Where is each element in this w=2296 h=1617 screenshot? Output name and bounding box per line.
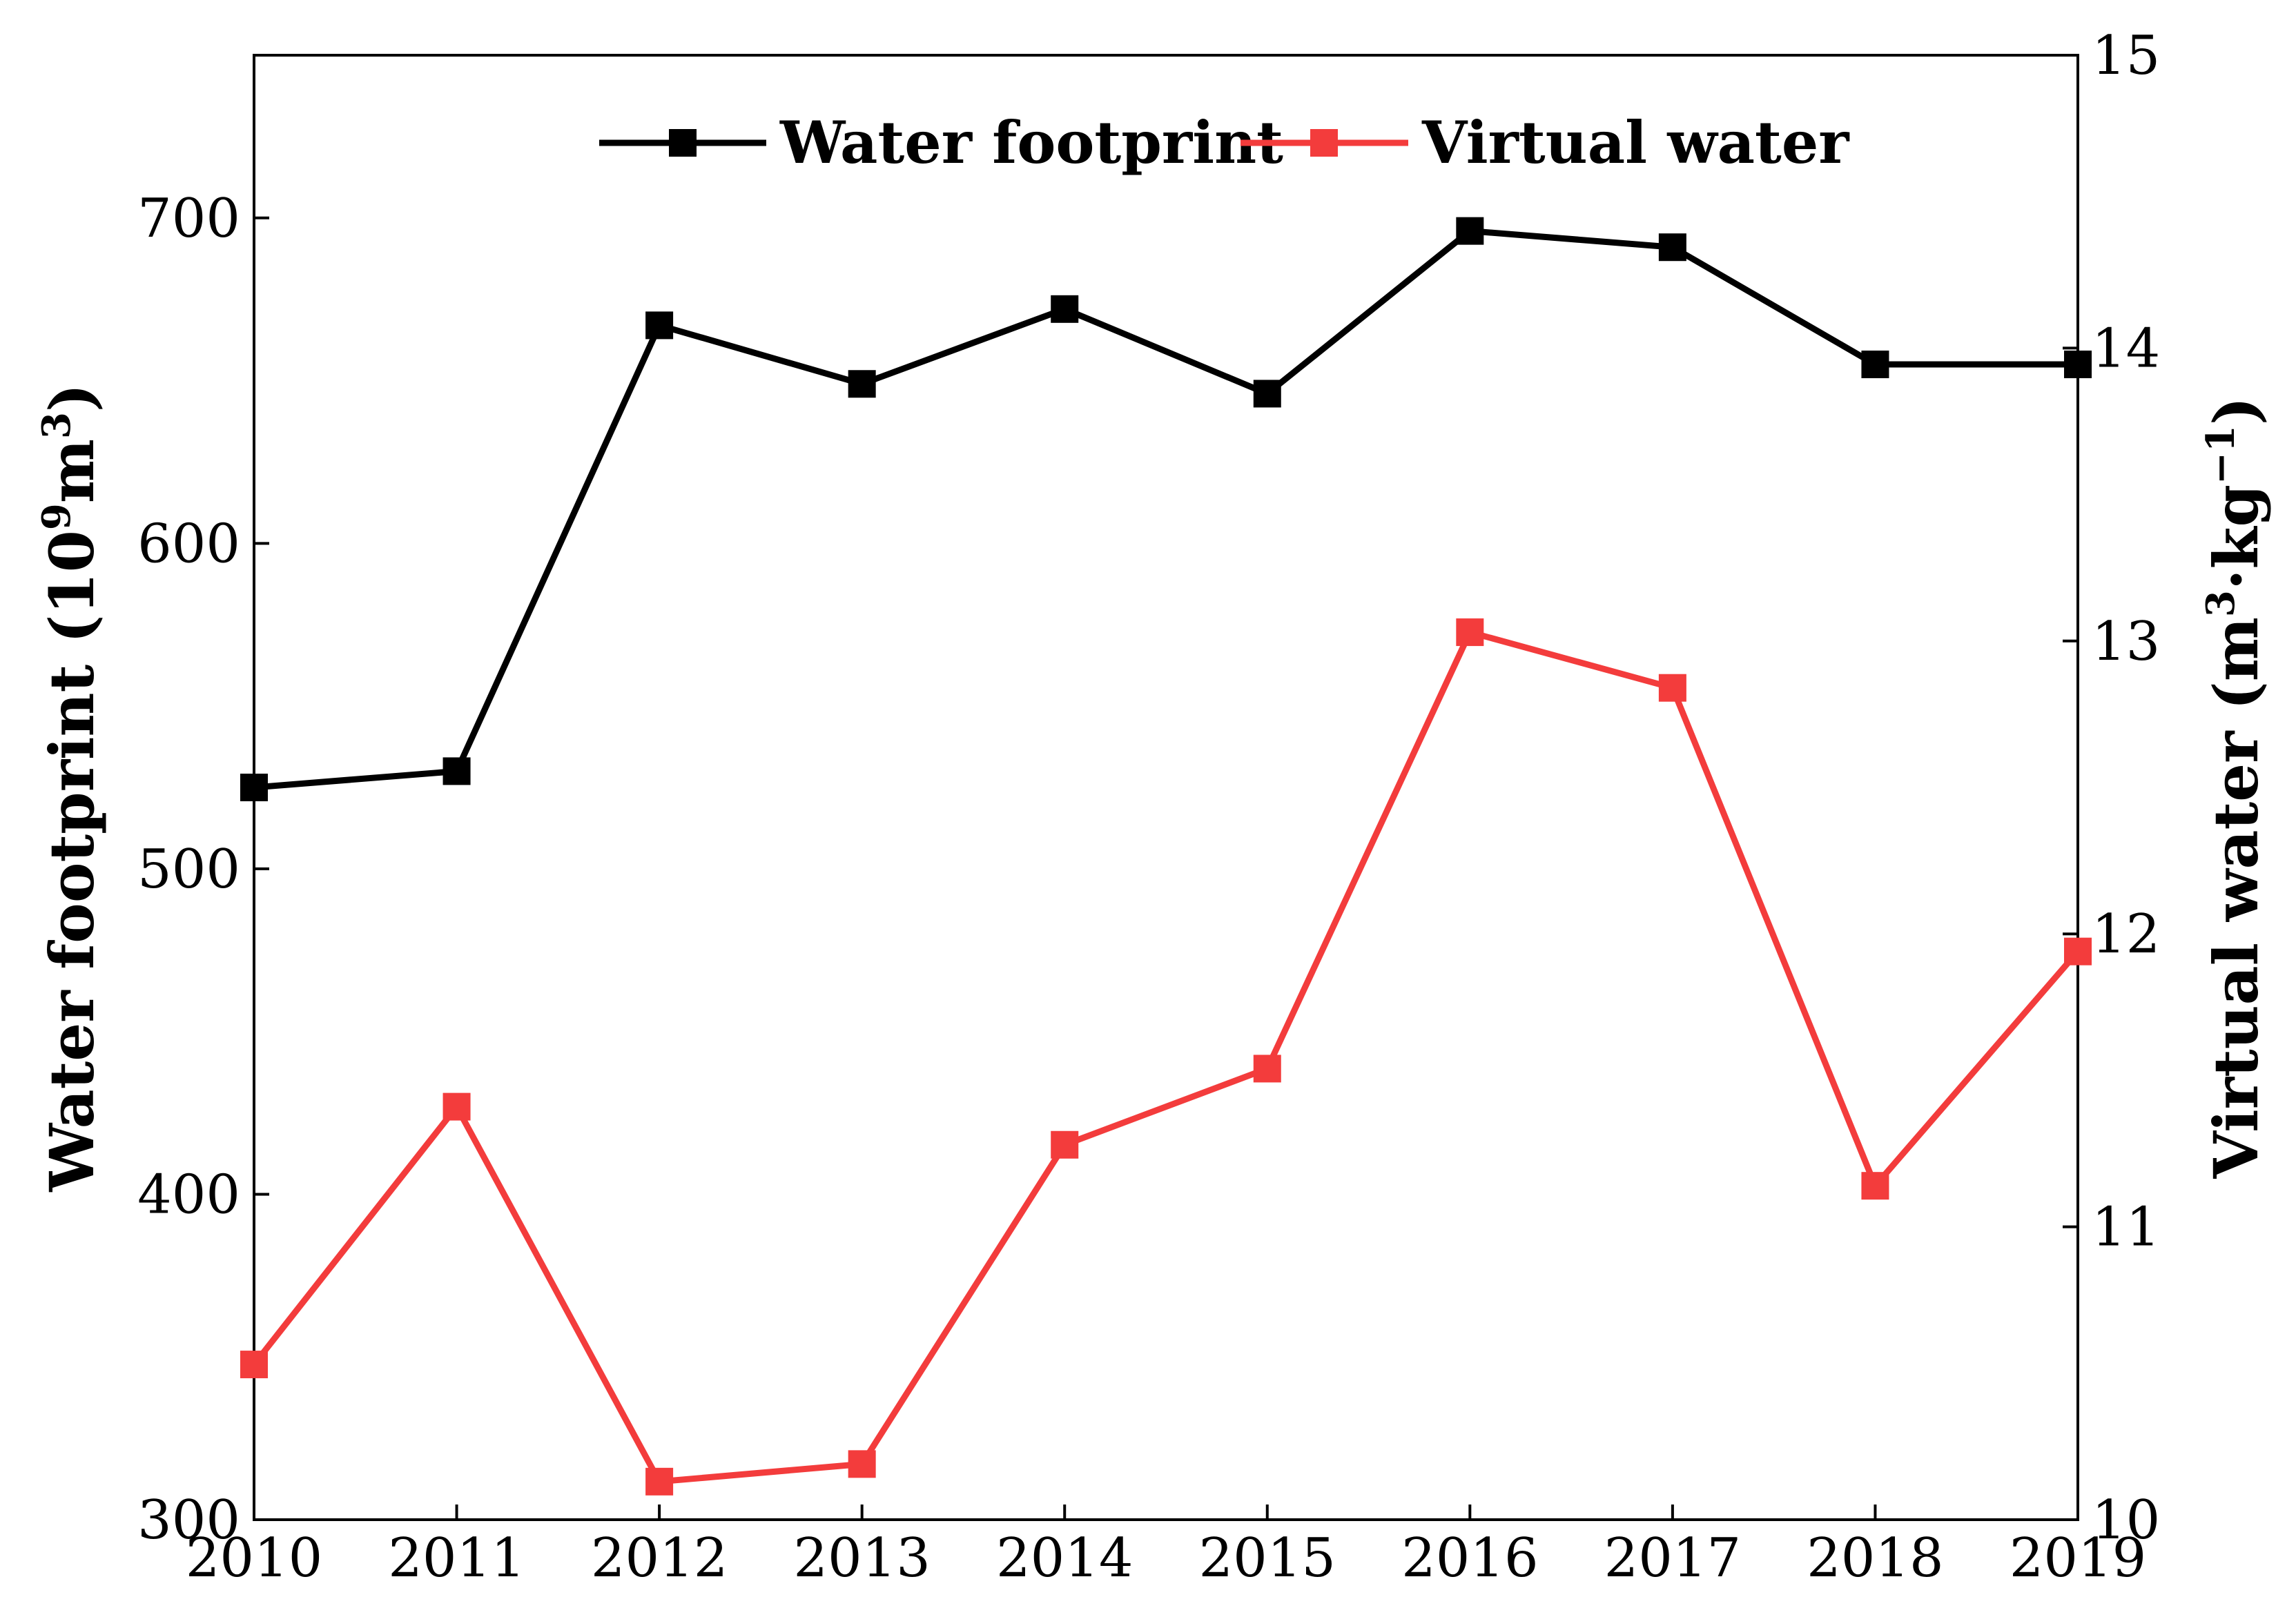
data-point-virtual-water [1456,618,1484,647]
data-point-water-footprint [1456,217,1484,245]
left-axis-ticks: 300 400 500 600 700 [137,188,269,1551]
left-axis-title-sup2: 3 [34,412,79,439]
data-point-water-footprint [1658,233,1686,262]
right-axis-title-mid: ·kg [2200,484,2272,590]
x-axis-ticks: 2010 2011 2012 2013 2014 2015 2016 2017 2018 2019 [186,1505,2147,1589]
left-tick-label: 400 [137,1164,240,1226]
data-point-virtual-water [240,1351,268,1379]
data-point-water-footprint [442,757,471,785]
data-point-virtual-water [442,1092,471,1121]
right-tick-label: 11 [2092,1197,2160,1259]
series-line-virtual-water [251,629,2081,1485]
data-point-water-footprint [645,311,674,340]
left-axis-title-sup1: 9 [34,503,79,530]
x-tick-label: 2010 [186,1527,323,1589]
right-tick-label: 15 [2092,25,2160,87]
right-axis-title-sup2: −1 [2198,425,2244,484]
legend: Water footprint Virtual water [599,108,1850,177]
data-point-virtual-water [2064,937,2092,966]
left-axis-title-end: ) [36,383,108,412]
data-point-virtual-water [1051,1130,1079,1159]
left-tick-label: 500 [137,839,240,901]
data-point-water-footprint [1861,350,1889,378]
right-axis-ticks: 10 11 12 13 14 15 [2063,25,2160,1551]
data-point-water-footprint [1051,295,1079,323]
legend-marker-water-footprint [669,129,697,157]
series-line-water-footprint [253,228,2078,791]
x-tick-label: 2012 [591,1527,728,1589]
left-tick-label: 600 [137,513,240,575]
data-point-water-footprint [1253,380,1281,408]
legend-label-water-footprint: Water footprint [779,108,1283,177]
right-tick-label: 14 [2092,317,2160,380]
data-point-virtual-water [1658,674,1686,702]
legend-marker-virtual-water [1310,129,1338,157]
left-tick-label: 700 [137,188,240,250]
data-point-virtual-water [1253,1055,1281,1083]
x-tick-label: 2018 [1807,1527,1944,1589]
x-tick-label: 2014 [996,1527,1134,1589]
right-axis-title-sup1: 3 [2198,590,2244,617]
x-tick-label: 2011 [388,1527,525,1589]
x-tick-label: 2017 [1604,1527,1742,1589]
data-point-water-footprint [2064,350,2092,378]
left-tick-label: 300 [137,1489,240,1551]
right-tick-label: 10 [2092,1489,2160,1551]
data-point-virtual-water [1861,1172,1889,1200]
right-axis-title-main: Virtual water (m [2200,617,2272,1179]
right-axis-title-end: ) [2200,396,2272,425]
x-tick-label: 2019 [2010,1527,2147,1589]
left-axis-title-main: Water footprint (10 [36,530,108,1192]
series-layer [240,217,2092,1496]
x-tick-label: 2013 [793,1527,931,1589]
legend-label-virtual-water: Virtual water [1421,108,1850,177]
x-tick-label: 2015 [1199,1527,1336,1589]
left-axis-title-mid: m [36,439,108,503]
right-axis-title: Virtual water (m3·kg−1) [2198,396,2272,1179]
left-axis-title: Water footprint (109m3) [34,383,108,1192]
data-point-water-footprint [848,370,876,398]
data-point-virtual-water [645,1467,674,1496]
right-tick-label: 12 [2092,903,2160,966]
x-tick-label: 2016 [1401,1527,1539,1589]
data-point-water-footprint [240,774,268,801]
data-point-virtual-water [848,1450,876,1478]
right-tick-label: 13 [2092,611,2160,673]
plot-frame [253,54,2079,1521]
